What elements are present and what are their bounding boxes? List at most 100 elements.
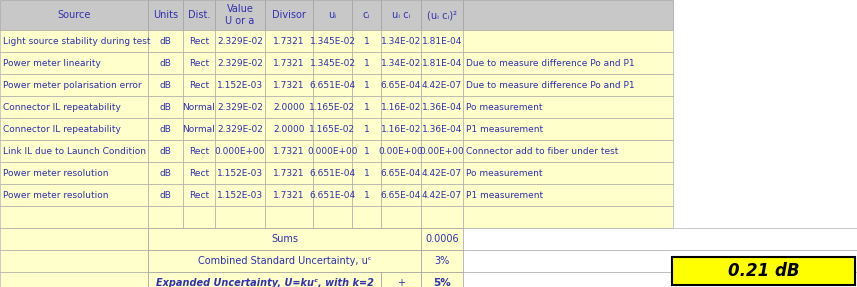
Bar <box>215 118 265 140</box>
Text: dB: dB <box>159 59 171 67</box>
Text: 1.16E-02: 1.16E-02 <box>381 102 421 112</box>
Text: 1.7321: 1.7321 <box>273 191 305 199</box>
Text: Due to measure difference Po and P1: Due to measure difference Po and P1 <box>466 80 635 90</box>
Bar <box>215 0 265 30</box>
Bar <box>183 118 215 140</box>
Text: +: + <box>397 278 405 287</box>
Text: Power meter polarisation error: Power meter polarisation error <box>3 80 141 90</box>
Bar <box>313 74 352 96</box>
Text: (uᵢ cᵢ)²: (uᵢ cᵢ)² <box>427 10 457 20</box>
Bar <box>463 140 673 162</box>
Text: 1.7321: 1.7321 <box>273 146 305 156</box>
Text: 4.42E-07: 4.42E-07 <box>422 191 462 199</box>
Bar <box>313 96 352 118</box>
Bar <box>183 30 215 52</box>
Bar <box>352 140 381 162</box>
Text: Divisor: Divisor <box>272 10 306 20</box>
Bar <box>381 30 421 52</box>
Text: Expanded Uncertainty, U=kuᶜ, with k=2: Expanded Uncertainty, U=kuᶜ, with k=2 <box>156 278 374 287</box>
Text: 1.34E-02: 1.34E-02 <box>381 36 421 46</box>
Text: Connector IL repeatability: Connector IL repeatability <box>3 125 121 133</box>
Bar <box>215 162 265 184</box>
Bar <box>421 206 463 228</box>
Text: Light source stability during test: Light source stability during test <box>3 36 151 46</box>
Bar <box>352 74 381 96</box>
Bar <box>421 162 463 184</box>
Bar <box>0 74 148 96</box>
Bar <box>421 96 463 118</box>
Bar <box>463 0 673 30</box>
Bar <box>463 30 673 52</box>
Bar <box>313 140 352 162</box>
Bar <box>183 162 215 184</box>
Bar <box>215 184 265 206</box>
Text: Dist.: Dist. <box>188 10 210 20</box>
Bar <box>313 162 352 184</box>
Text: 1.165E-02: 1.165E-02 <box>309 102 356 112</box>
Bar <box>381 74 421 96</box>
Text: 1.16E-02: 1.16E-02 <box>381 125 421 133</box>
Bar <box>352 30 381 52</box>
Bar <box>381 140 421 162</box>
Bar <box>421 272 463 287</box>
Bar <box>463 52 673 74</box>
Bar <box>183 52 215 74</box>
Text: Connector IL repeatability: Connector IL repeatability <box>3 102 121 112</box>
Bar <box>463 184 673 206</box>
Bar <box>421 228 463 250</box>
Text: P1 measurement: P1 measurement <box>466 191 543 199</box>
Text: Rect: Rect <box>189 80 209 90</box>
Text: 4.42E-07: 4.42E-07 <box>422 80 462 90</box>
Text: Units: Units <box>153 10 178 20</box>
Bar <box>0 206 148 228</box>
Bar <box>148 184 183 206</box>
Text: 1: 1 <box>363 80 369 90</box>
Text: 1: 1 <box>363 146 369 156</box>
Text: 2.329E-02: 2.329E-02 <box>217 125 263 133</box>
Text: 2.329E-02: 2.329E-02 <box>217 102 263 112</box>
Text: P1 measurement: P1 measurement <box>466 125 543 133</box>
Bar <box>148 0 183 30</box>
Text: 1.34E-02: 1.34E-02 <box>381 59 421 67</box>
Bar <box>265 162 313 184</box>
Bar <box>215 96 265 118</box>
Bar <box>0 0 148 30</box>
Text: dB: dB <box>159 80 171 90</box>
Bar <box>352 96 381 118</box>
Bar <box>265 30 313 52</box>
Bar <box>0 250 148 272</box>
Text: uᵢ: uᵢ <box>328 10 337 20</box>
Text: Source: Source <box>57 10 91 20</box>
Bar <box>352 52 381 74</box>
Text: Value
U or a: Value U or a <box>225 4 255 26</box>
Bar <box>215 140 265 162</box>
Text: 6.651E-04: 6.651E-04 <box>309 191 356 199</box>
Bar <box>313 0 352 30</box>
Bar <box>265 184 313 206</box>
Text: 1: 1 <box>363 59 369 67</box>
Bar <box>0 184 148 206</box>
Bar <box>0 272 148 287</box>
Text: 1.165E-02: 1.165E-02 <box>309 125 356 133</box>
Text: 0.000E+00: 0.000E+00 <box>308 146 357 156</box>
Text: 1.345E-02: 1.345E-02 <box>309 36 356 46</box>
Text: 1.152E-03: 1.152E-03 <box>217 191 263 199</box>
Bar <box>265 96 313 118</box>
Text: Rect: Rect <box>189 191 209 199</box>
Bar <box>215 30 265 52</box>
Bar <box>421 0 463 30</box>
Text: Power meter resolution: Power meter resolution <box>3 191 109 199</box>
Text: Due to measure difference Po and P1: Due to measure difference Po and P1 <box>466 59 635 67</box>
Text: 2.0000: 2.0000 <box>273 125 305 133</box>
Text: cᵢ: cᵢ <box>363 10 370 20</box>
Bar <box>381 206 421 228</box>
Text: Sums: Sums <box>271 234 298 244</box>
Text: Rect: Rect <box>189 59 209 67</box>
Bar <box>421 140 463 162</box>
Text: 1.7321: 1.7321 <box>273 36 305 46</box>
Text: Rect: Rect <box>189 36 209 46</box>
Bar <box>148 228 421 250</box>
Text: 1: 1 <box>363 191 369 199</box>
Bar <box>183 74 215 96</box>
Bar <box>148 272 381 287</box>
